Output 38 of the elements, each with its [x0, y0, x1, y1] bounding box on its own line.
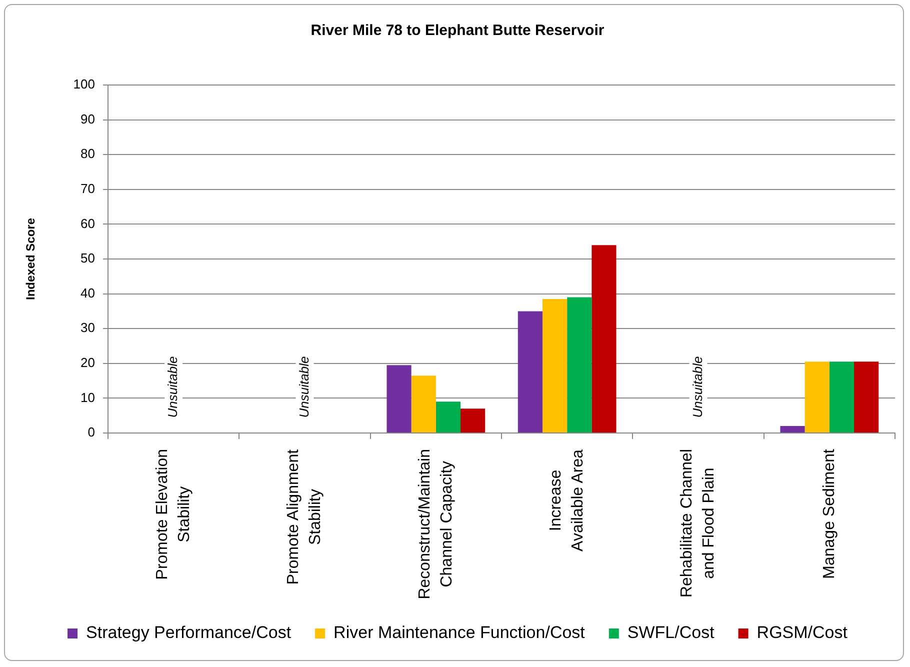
bar	[542, 299, 568, 432]
x-tick-label: Manage Sediment	[820, 448, 838, 579]
chart-title: River Mile 78 to Elephant Butte Reservoir	[310, 22, 604, 40]
x-tick-label: Reconstruct/Maintain Channel Capacity	[416, 448, 456, 600]
x-tick-label: Rehabilitate Channel and Flood Plain	[678, 449, 718, 598]
bar	[460, 408, 486, 432]
y-tick-label: 100	[73, 76, 95, 92]
x-tick-label: Promote Elevation Stability	[154, 449, 193, 580]
bar	[567, 297, 592, 432]
bar	[436, 402, 461, 432]
y-tick-label: 70	[80, 180, 95, 196]
bar	[386, 365, 412, 432]
legend-label: RGSM/Cost	[756, 623, 848, 642]
y-tick-label: 30	[80, 320, 95, 336]
annotation: Unsuitable	[296, 356, 312, 418]
bar	[592, 245, 616, 432]
bar	[854, 362, 879, 432]
bar	[780, 426, 805, 432]
annotation: Unsuitable	[690, 356, 705, 418]
bar	[804, 362, 830, 432]
y-tick-label: 40	[80, 285, 95, 300]
y-axis-title: Indexed Score	[24, 218, 38, 300]
y-tick-label: 60	[80, 216, 95, 231]
legend-label: SWFL/Cost	[627, 623, 715, 642]
bar	[518, 311, 542, 432]
y-tick-label: 50	[80, 250, 95, 266]
x-tick-label: Promote Alignment Stability	[285, 448, 324, 585]
legend-label: Strategy Performance/Cost	[86, 623, 292, 642]
bar	[829, 362, 854, 432]
bar	[411, 376, 436, 432]
legend-label: River Maintenance Function/Cost	[334, 623, 586, 642]
annotation: Unsuitable	[165, 356, 180, 418]
y-tick-label: 80	[80, 146, 95, 162]
x-tick-label: Increase Available Area	[547, 449, 586, 552]
y-tick-label: 0	[88, 424, 95, 440]
y-tick-label: 90	[80, 111, 95, 126]
y-tick-label: 20	[80, 354, 95, 370]
y-tick-label: 10	[80, 390, 95, 405]
